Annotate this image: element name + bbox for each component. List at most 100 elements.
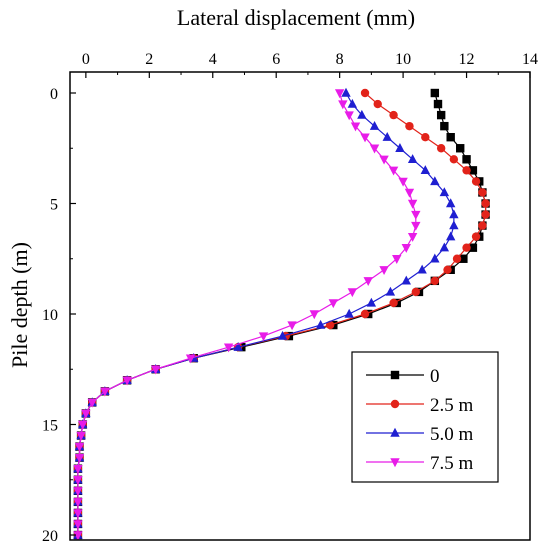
data-point — [401, 275, 411, 285]
data-point — [357, 109, 367, 119]
data-point — [360, 88, 370, 98]
data-point — [350, 122, 361, 132]
legend-items: 0 2.5 m 5.0 m 7.5 m — [366, 366, 474, 474]
legend-label: 0 — [430, 366, 440, 387]
legend-item: 5.0 m — [366, 424, 474, 445]
data-point — [379, 155, 389, 165]
data-point — [471, 177, 481, 186]
legend-swatch-marker — [390, 399, 400, 409]
y-tick-label: 15 — [42, 418, 58, 435]
data-point — [369, 120, 380, 130]
data-point — [73, 509, 83, 519]
data-point — [382, 132, 392, 141]
data-point — [468, 243, 478, 252]
data-point — [360, 133, 370, 143]
data-point — [449, 209, 459, 219]
data-point — [443, 265, 452, 274]
data-point — [449, 155, 459, 164]
data-point — [462, 155, 471, 164]
legend-swatch-marker — [390, 458, 400, 468]
data-point — [258, 332, 269, 342]
data-point — [122, 376, 132, 386]
data-point — [363, 277, 373, 287]
data-point — [344, 111, 354, 121]
y-tick-label: 0 — [50, 86, 58, 103]
legend-item: 0 — [366, 366, 440, 387]
y-axis-ticks: 0 5 10 15 20 — [42, 86, 76, 545]
data-point — [73, 487, 83, 496]
data-point — [407, 232, 418, 242]
data-point — [360, 309, 370, 319]
data-point — [481, 210, 490, 219]
legend-swatch-marker — [390, 370, 400, 380]
legend: 0 2.5 m 5.0 m 7.5 m — [351, 351, 499, 483]
legend-item: 7.5 m — [366, 453, 474, 474]
data-point — [411, 221, 421, 231]
data-point — [389, 298, 398, 308]
data-point — [478, 221, 487, 230]
y-axis-title: Pile depth (m) — [7, 242, 32, 368]
data-point — [385, 286, 396, 296]
y-tick-label: 10 — [42, 307, 58, 324]
data-point — [452, 254, 462, 263]
data-point — [150, 365, 161, 375]
data-point — [77, 420, 88, 430]
data-point — [347, 98, 358, 108]
x-tick-label: 4 — [209, 51, 217, 68]
data-point — [417, 264, 427, 274]
data-point — [334, 89, 345, 99]
data-point — [73, 531, 83, 541]
data-point — [456, 144, 465, 153]
series-7-5-m — [73, 89, 421, 541]
plot-series-layer — [73, 87, 490, 541]
data-point — [315, 319, 326, 329]
legend-swatch-marker — [390, 427, 400, 437]
data-point — [373, 99, 382, 109]
x-tick-label: 6 — [272, 51, 280, 68]
data-point — [366, 297, 377, 307]
legend-item: 2.5 m — [366, 395, 474, 416]
data-point — [287, 321, 297, 331]
data-point — [420, 165, 431, 175]
data-point — [325, 320, 335, 330]
data-point — [87, 398, 97, 408]
legend-box — [351, 351, 499, 483]
data-point — [344, 308, 354, 318]
data-point — [233, 341, 243, 351]
data-point — [481, 199, 490, 208]
x-tick-label: 8 — [336, 51, 344, 68]
data-point — [81, 409, 91, 419]
data-point — [411, 210, 421, 220]
legend-label: 5.0 m — [430, 424, 474, 445]
data-point — [369, 144, 380, 154]
data-point — [430, 276, 440, 286]
y-tick-label: 5 — [50, 197, 58, 214]
data-point — [459, 254, 468, 263]
data-point — [445, 231, 456, 241]
x-tick-label: 2 — [145, 51, 153, 68]
data-point — [341, 87, 351, 97]
data-point — [436, 144, 446, 153]
data-point — [185, 354, 196, 364]
data-point — [379, 266, 389, 275]
data-point — [445, 198, 456, 208]
data-point — [100, 387, 110, 397]
legend-label: 2.5 m — [430, 395, 474, 416]
data-point — [407, 199, 418, 209]
data-point — [347, 288, 358, 298]
x-tick-label: 14 — [522, 51, 538, 68]
data-point — [76, 431, 86, 441]
data-point — [411, 287, 420, 297]
data-point — [439, 187, 450, 197]
x-axis-title: Lateral displacement (mm) — [177, 5, 415, 30]
data-point — [430, 253, 440, 263]
data-point — [440, 121, 449, 131]
data-point — [449, 220, 459, 230]
data-point — [395, 143, 405, 152]
data-point — [436, 110, 446, 120]
data-point — [73, 498, 83, 508]
data-point — [388, 166, 399, 176]
data-point — [478, 188, 487, 197]
data-point — [277, 330, 288, 340]
data-point — [74, 453, 85, 463]
